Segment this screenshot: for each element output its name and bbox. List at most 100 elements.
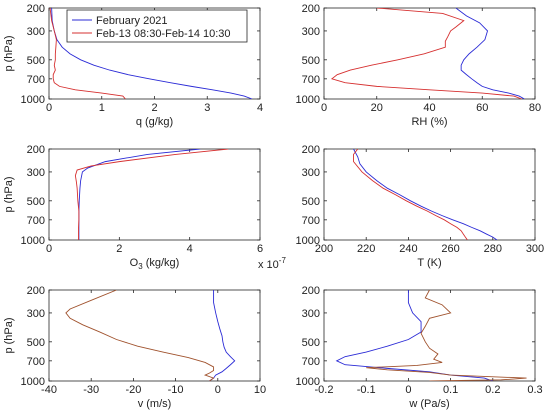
series-line-feb-13-14	[353, 149, 468, 240]
y-tick-label: 1000	[296, 376, 320, 388]
y-tick-label: 700	[27, 215, 45, 227]
x-tick-label: 0	[405, 384, 411, 396]
x-tick-label: 300	[526, 243, 544, 255]
series-line-feb-13-14	[49, 8, 126, 99]
x-tick-label: 40	[423, 102, 435, 114]
series-line-feb-13-14	[330, 8, 522, 99]
x-axis-label: w (Pa/s)	[408, 398, 449, 410]
y-tick-label: 1000	[21, 376, 45, 388]
y-tick-label: 500	[27, 337, 45, 349]
x-tick-label: 0	[46, 102, 52, 114]
axes-box	[323, 289, 536, 382]
axes-box	[48, 148, 261, 241]
x-tick-label: -0.1	[357, 384, 376, 396]
y-tick-label: 300	[302, 26, 320, 38]
panel-O3: 0 2 4 6 200 300 500 700 1000 p (hPa) O3 (kg/kg) x 1…	[3, 144, 286, 271]
y-tick-label: 200	[302, 285, 320, 297]
y-tick-label: 200	[27, 3, 45, 15]
x-tick-label: 0	[215, 384, 221, 396]
panel-T: 200 220 240 260 280 300 200 300 500 700 1000 T (K)	[296, 144, 545, 269]
y-tick-label: 1000	[296, 94, 320, 106]
y-tick-label: 200	[27, 144, 45, 156]
y-tick-label: 300	[27, 308, 45, 320]
y-tick-label: 700	[27, 74, 45, 86]
legend-label: February 2021	[96, 15, 168, 27]
x-tick-label: 240	[399, 243, 417, 255]
x-tick-label: 20	[371, 102, 383, 114]
x-tick-label: 80	[529, 102, 541, 114]
x-tick-label: 60	[476, 102, 488, 114]
series-line-february-2021	[209, 290, 236, 381]
y-tick-label: 1000	[21, 94, 45, 106]
series-line-feb-13-14	[65, 290, 215, 381]
legend-label: Feb-13 08:30-Feb-14 10:30	[96, 28, 231, 40]
x-tick-label: 0	[321, 102, 327, 114]
y-tick-label: 300	[27, 167, 45, 179]
x-tick-label: 10	[254, 384, 266, 396]
y-tick-label: 200	[302, 144, 320, 156]
axes-box	[48, 289, 261, 382]
y-tick-label: 200	[27, 285, 45, 297]
x-tick-label: 260	[441, 243, 459, 255]
y-axis-label: p (hPa)	[3, 317, 15, 353]
x-tick-label: 220	[357, 243, 375, 255]
x-tick-label: 200	[315, 243, 333, 255]
x-multiplier: x 10-7	[258, 256, 286, 271]
y-tick-label: 300	[302, 167, 320, 179]
series-line-feb-13-14	[74, 149, 229, 240]
x-tick-label: 3	[204, 102, 210, 114]
x-tick-label: 280	[484, 243, 502, 255]
y-tick-label: 300	[302, 308, 320, 320]
x-axis-label-main: O	[130, 257, 139, 269]
y-tick-label: 500	[302, 337, 320, 349]
x-tick-label: 0.1	[443, 384, 458, 396]
y-tick-label: 300	[27, 26, 45, 38]
x-tick-label: 6	[257, 243, 263, 255]
panel-w: -0.2 -0.1 0 0.1 0.2 0.3 200 300 500 700 1000 w (Pa/…	[296, 285, 543, 410]
x-tick-label: 4	[257, 102, 263, 114]
y-tick-label: 700	[27, 356, 45, 368]
x-tick-label: -30	[83, 384, 99, 396]
y-tick-label: 500	[302, 55, 320, 67]
series-line-february-2021	[353, 149, 498, 240]
x-tick-label: 0.3	[527, 384, 542, 396]
x-tick-label: 2	[151, 102, 157, 114]
x-tick-label: 0	[46, 243, 52, 255]
x-axis-label-rest: (kg/kg)	[143, 257, 180, 269]
legend-box	[66, 9, 248, 43]
x-tick-label: 1	[99, 102, 105, 114]
x-axis-label: O3 (kg/kg)	[130, 257, 180, 271]
x-axis-label-sub: 3	[138, 262, 143, 271]
series-line-feb-13-14	[366, 290, 527, 381]
x-axis-label: RH (%)	[411, 116, 447, 128]
y-tick-label: 200	[302, 3, 320, 15]
y-tick-label: 700	[302, 215, 320, 227]
x-tick-label: -40	[41, 384, 57, 396]
x-multiplier-exp: -7	[279, 256, 287, 265]
x-axis-label: T (K)	[417, 257, 441, 269]
axes-box	[323, 148, 536, 241]
y-tick-label: 500	[27, 196, 45, 208]
series-line-february-2021	[455, 8, 525, 99]
x-tick-label: -20	[125, 384, 141, 396]
y-tick-label: 500	[302, 196, 320, 208]
y-tick-label: 700	[302, 356, 320, 368]
x-tick-label: -10	[168, 384, 184, 396]
y-tick-label: 500	[27, 55, 45, 67]
panel-v: -40 -30 -20 -10 0 10 200 300 500 700 1000 p (hPa) v …	[3, 285, 266, 410]
y-tick-label: 700	[302, 74, 320, 86]
y-axis-label: p (hPa)	[3, 176, 15, 212]
x-tick-label: 2	[116, 243, 122, 255]
x-tick-label: -0.2	[315, 384, 334, 396]
y-tick-label: 1000	[21, 235, 45, 247]
y-axis-label: p (hPa)	[3, 35, 15, 71]
panel-RH: 0 20 40 60 80 200 300 500 700 1000 RH (%)	[296, 3, 542, 128]
x-tick-label: 0.2	[485, 384, 500, 396]
axes-box	[323, 7, 536, 100]
x-axis-label: q (g/kg)	[136, 116, 173, 128]
y-tick-label: 1000	[296, 235, 320, 247]
x-tick-label: 4	[187, 243, 193, 255]
x-axis-label: v (m/s)	[138, 398, 172, 410]
